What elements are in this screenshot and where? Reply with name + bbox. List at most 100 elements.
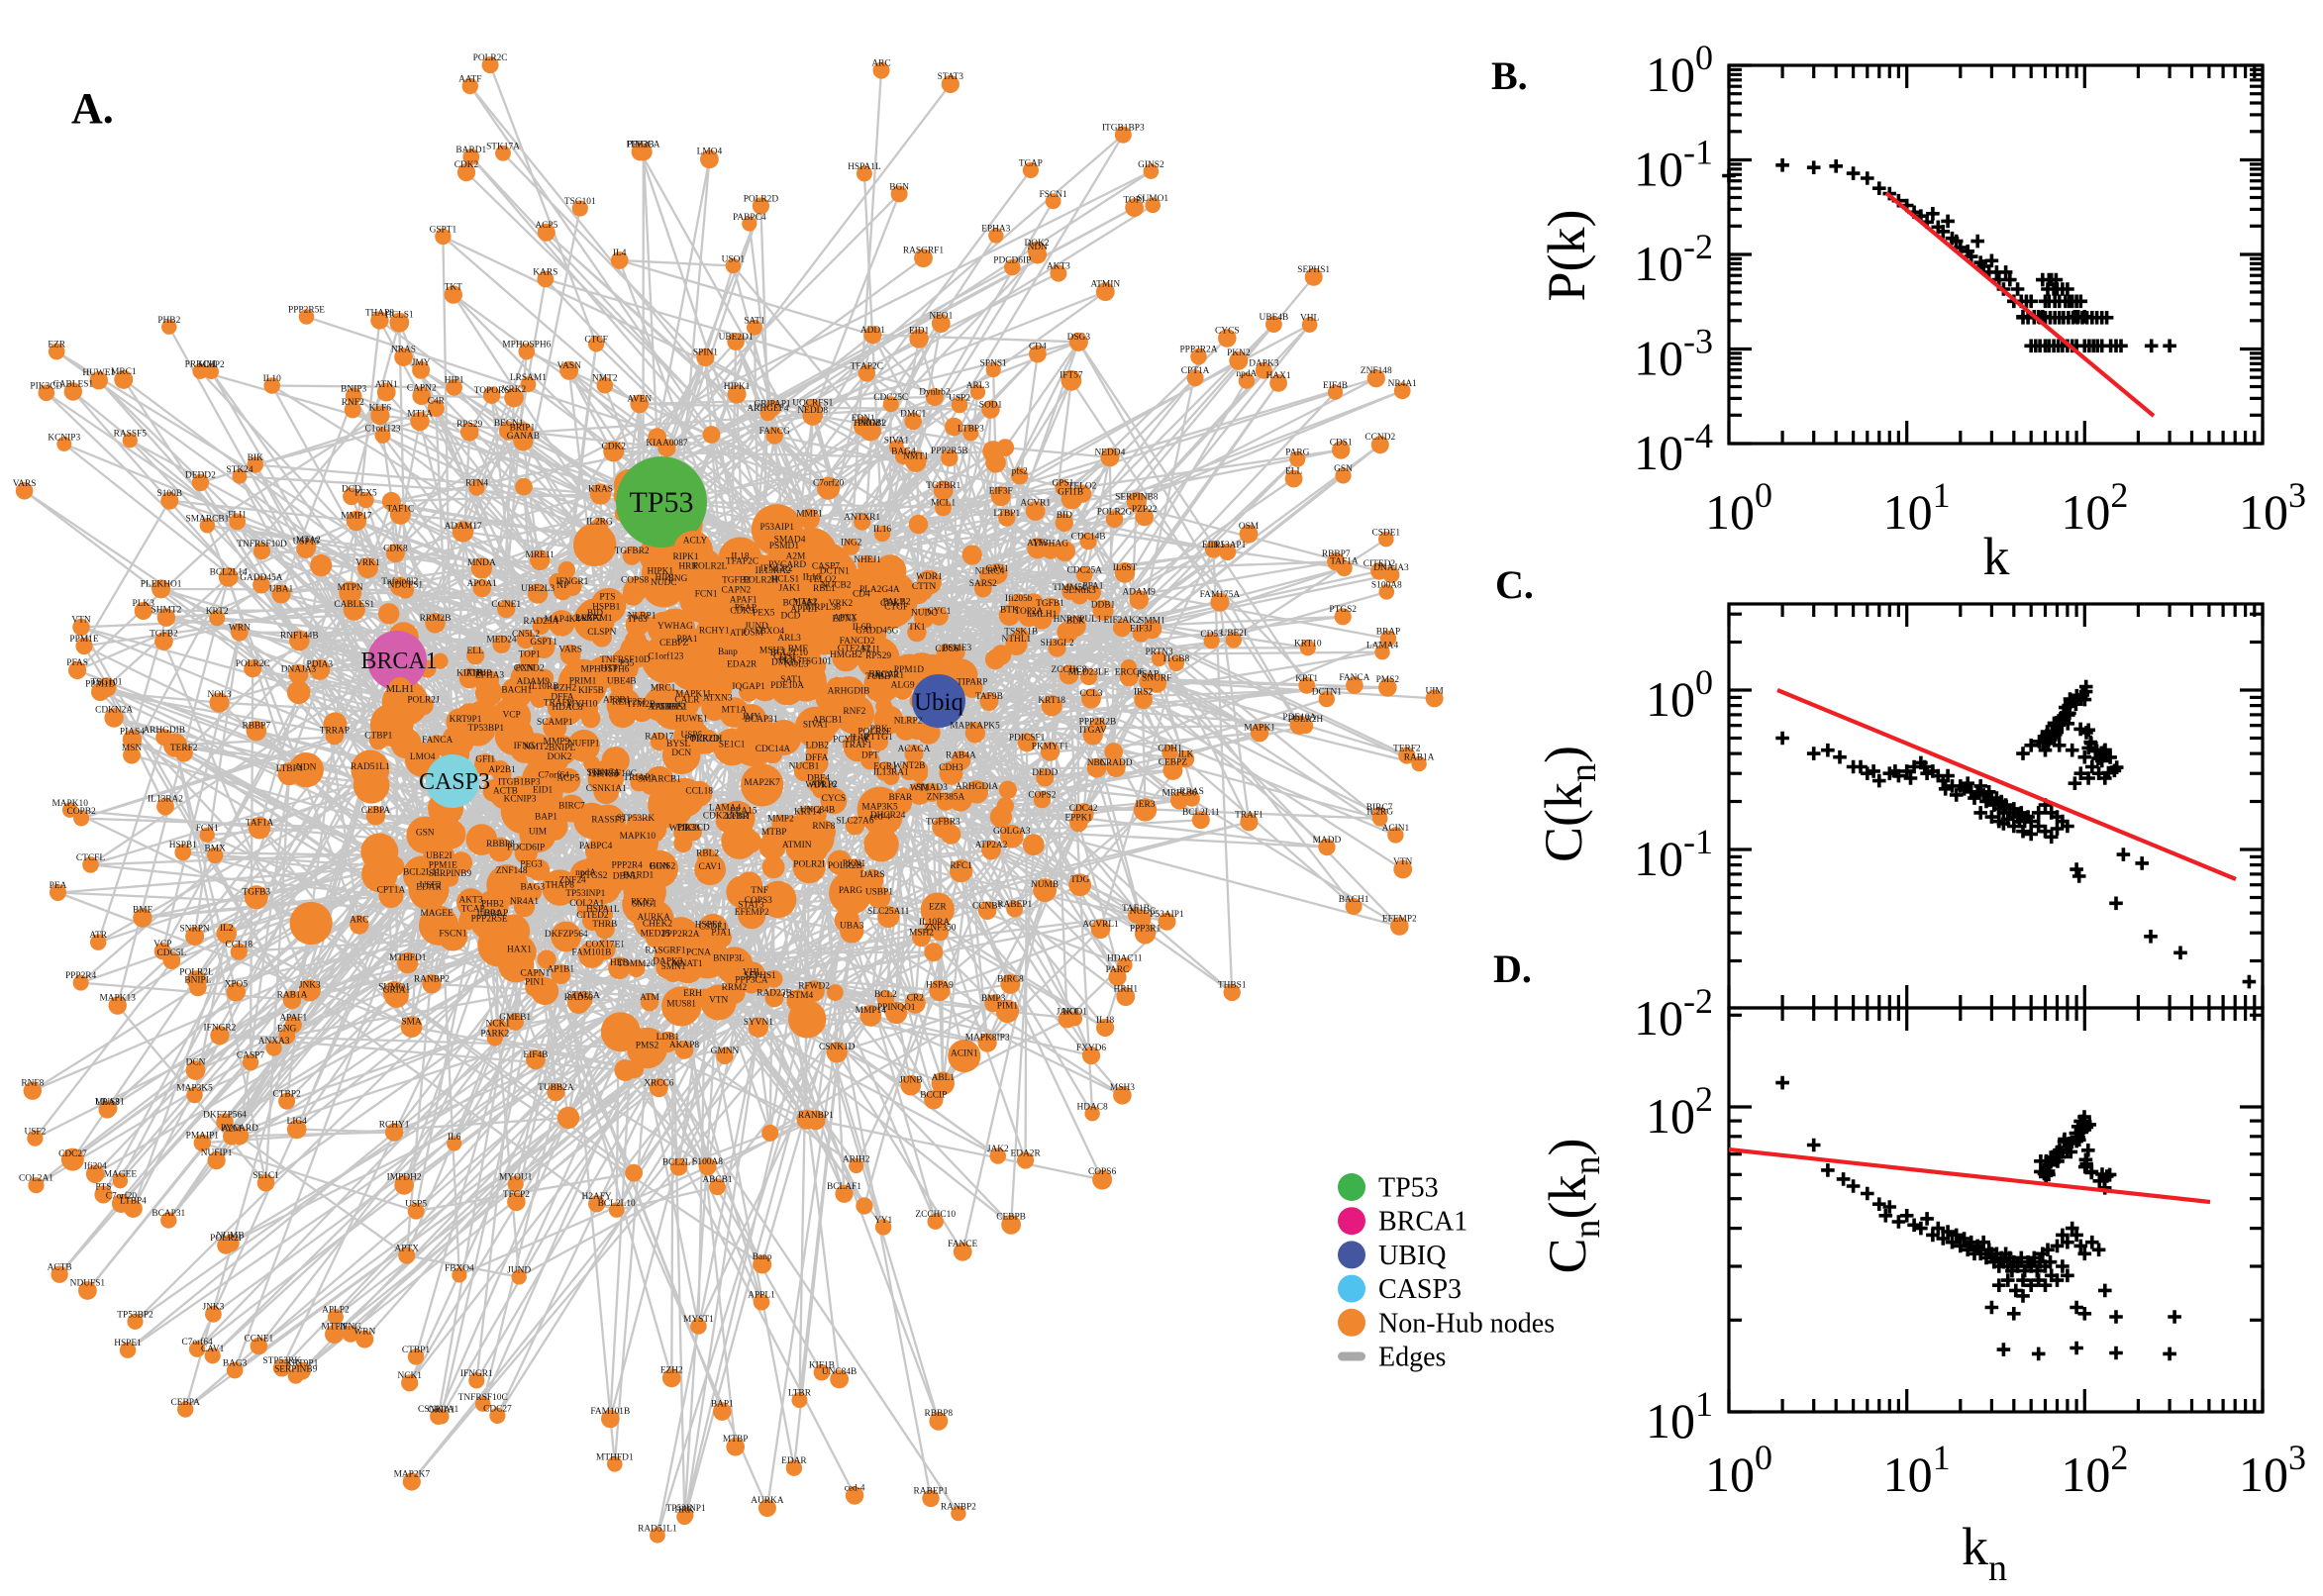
svg-text:TGFBR1: TGFBR1 — [926, 481, 960, 491]
svg-text:BFAR: BFAR — [889, 793, 914, 803]
svg-text:PPP2R2A: PPP2R2A — [1179, 346, 1217, 355]
svg-text:TFCP2: TFCP2 — [503, 1190, 530, 1200]
svg-text:PPP2R4: PPP2R4 — [612, 861, 644, 871]
svg-text:PKMYT1: PKMYT1 — [1032, 742, 1069, 751]
svg-text:FSCN1: FSCN1 — [1040, 190, 1067, 200]
svg-text:IL10RB: IL10RB — [529, 682, 559, 692]
svg-text:MAGEE: MAGEE — [104, 1170, 138, 1180]
svg-text:SEPHS1: SEPHS1 — [744, 971, 776, 981]
svg-text:PMS2: PMS2 — [1376, 675, 1400, 685]
svg-text:LAMA4: LAMA4 — [1366, 642, 1399, 651]
svg-text:A.: A. — [71, 84, 114, 133]
svg-text:AP3B1: AP3B1 — [603, 696, 631, 706]
svg-text:CDC42: CDC42 — [1069, 804, 1098, 814]
svg-text:MTBP: MTBP — [723, 1435, 749, 1445]
svg-text:MAPK13: MAPK13 — [99, 994, 136, 1004]
svg-text:C7orf64: C7orf64 — [181, 1337, 213, 1347]
svg-text:RRM2B: RRM2B — [420, 614, 452, 624]
svg-text:USP5: USP5 — [405, 1200, 427, 1210]
svg-text:Ifi205b: Ifi205b — [1005, 593, 1033, 604]
svg-text:RAB1A: RAB1A — [1404, 752, 1435, 762]
svg-text:BID: BID — [1057, 511, 1072, 521]
svg-text:CDK2: CDK2 — [601, 442, 626, 451]
svg-text:PJA1: PJA1 — [711, 928, 732, 938]
svg-text:VRK2: VRK2 — [502, 385, 527, 395]
svg-text:CN5L2: CN5L2 — [512, 630, 540, 640]
svg-text:ATXN3: ATXN3 — [703, 693, 733, 703]
svg-text:NUCB2: NUCB2 — [821, 580, 852, 590]
svg-text:ADD1: ADD1 — [860, 326, 885, 336]
svg-text:HAX1: HAX1 — [507, 946, 532, 955]
svg-text:GSPT1: GSPT1 — [430, 225, 457, 235]
svg-text:MTPN: MTPN — [338, 583, 363, 593]
svg-text:CDH1: CDH1 — [1158, 744, 1182, 753]
svg-text:BAP1: BAP1 — [711, 1400, 734, 1410]
svg-text:DBNL: DBNL — [613, 871, 639, 881]
svg-text:WNT2B: WNT2B — [893, 761, 925, 771]
svg-text:CDS1: CDS1 — [773, 652, 796, 662]
svg-text:THBS1: THBS1 — [1218, 981, 1247, 991]
svg-text:TK1: TK1 — [908, 623, 925, 633]
svg-text:BNIP3L: BNIP3L — [713, 953, 745, 963]
svg-text:IQGAP1: IQGAP1 — [732, 682, 765, 692]
svg-text:P53AIP1: P53AIP1 — [760, 523, 795, 533]
svg-text:NEDD4: NEDD4 — [1095, 449, 1126, 458]
svg-text:MMP9: MMP9 — [544, 738, 570, 748]
svg-text:MAPK10: MAPK10 — [51, 799, 88, 809]
svg-text:UQCRFS1: UQCRFS1 — [792, 399, 833, 409]
svg-text:ACLY: ACLY — [683, 536, 708, 546]
svg-text:C7orf20: C7orf20 — [106, 1190, 138, 1201]
svg-text:LDB1: LDB1 — [656, 1033, 680, 1043]
svg-text:103: 103 — [2239, 475, 2306, 540]
svg-text:BCL2: BCL2 — [874, 990, 897, 1000]
svg-text:SAT1: SAT1 — [744, 316, 765, 326]
svg-text:TRAF1: TRAF1 — [1235, 810, 1263, 820]
svg-text:RNF2: RNF2 — [342, 398, 364, 408]
svg-text:KRT1: KRT1 — [1295, 674, 1318, 684]
svg-text:EPPK1: EPPK1 — [1064, 814, 1092, 824]
svg-text:DKFZP564: DKFZP564 — [203, 1110, 247, 1120]
svg-text:USBP1: USBP1 — [865, 888, 893, 898]
svg-text:BRCA2: BRCA2 — [868, 670, 899, 680]
svg-text:TP53: TP53 — [629, 486, 693, 519]
svg-text:HAX1: HAX1 — [1266, 371, 1291, 381]
svg-text:PEX5: PEX5 — [354, 489, 377, 499]
svg-text:LTBP4: LTBP4 — [276, 764, 303, 774]
svg-text:NUDC: NUDC — [651, 578, 677, 588]
svg-text:103: 103 — [2239, 1438, 2306, 1502]
svg-text:MED23LE: MED23LE — [1068, 667, 1110, 677]
svg-text:KRT10: KRT10 — [1294, 639, 1322, 648]
svg-text:TDG: TDG — [1070, 875, 1089, 885]
svg-text:JMY: JMY — [412, 358, 431, 368]
svg-text:Cn(kn): Cn(kn) — [1538, 1139, 1608, 1274]
svg-text:APTX: APTX — [394, 1244, 419, 1253]
svg-text:RTN4: RTN4 — [465, 479, 488, 489]
svg-text:HUWE1: HUWE1 — [675, 715, 708, 725]
svg-text:IFT57: IFT57 — [1060, 371, 1083, 381]
svg-text:FANCA: FANCA — [1339, 673, 1369, 683]
svg-text:TKT: TKT — [445, 283, 462, 293]
svg-text:10-4: 10-4 — [1634, 416, 1713, 480]
svg-text:SCAMP1: SCAMP1 — [537, 718, 573, 728]
svg-text:EIF4B: EIF4B — [1323, 381, 1348, 391]
svg-text:COL2A1: COL2A1 — [19, 1174, 53, 1184]
svg-text:RAD50: RAD50 — [564, 993, 593, 1003]
svg-text:PPM1E: PPM1E — [69, 635, 98, 645]
svg-text:RBL2: RBL2 — [696, 849, 719, 859]
svg-text:PXN: PXN — [516, 663, 535, 673]
svg-text:BARD1: BARD1 — [455, 146, 486, 155]
svg-text:STAT3: STAT3 — [938, 72, 964, 82]
svg-text:USF2: USF2 — [420, 880, 442, 890]
svg-text:SMG1: SMG1 — [632, 900, 656, 910]
svg-text:PSAP: PSAP — [1137, 670, 1159, 680]
svg-text:HRH1: HRH1 — [1114, 985, 1139, 995]
svg-text:PEA15: PEA15 — [730, 807, 757, 817]
svg-text:SE1C1: SE1C1 — [252, 1171, 279, 1181]
svg-text:JAK2: JAK2 — [987, 1145, 1009, 1154]
svg-text:BRAP: BRAP — [1376, 628, 1401, 638]
svg-text:TELO2: TELO2 — [1068, 482, 1097, 492]
svg-text:FANCG: FANCG — [759, 427, 790, 437]
svg-text:ZNF385A: ZNF385A — [927, 792, 965, 802]
svg-text:TP53BP2: TP53BP2 — [117, 1310, 153, 1320]
svg-text:CAPN2: CAPN2 — [407, 384, 437, 394]
